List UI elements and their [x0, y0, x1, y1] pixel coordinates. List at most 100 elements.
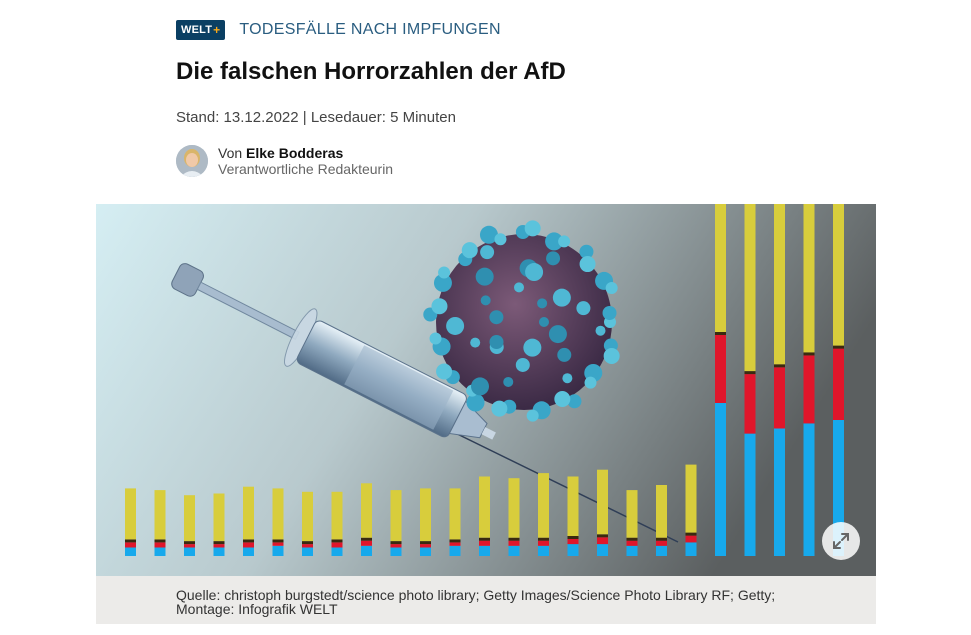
bar-segment-red	[656, 540, 667, 546]
bar-segment-divider	[744, 371, 756, 375]
bar-graphic	[125, 204, 844, 556]
author-name[interactable]: Elke Bodderas	[246, 145, 344, 161]
article-kicker: TODESFÄLLE NACH IMPFUNGEN	[239, 21, 501, 38]
bar-segment-divider	[361, 537, 372, 541]
bar-segment-red	[538, 540, 549, 546]
bar-segment-yellow	[508, 478, 520, 538]
bar-segment-red	[626, 540, 638, 546]
bar-segment-red	[449, 542, 461, 546]
bar-segment-blue	[626, 545, 638, 556]
bar-segment-yellow	[744, 204, 756, 372]
virus-spike	[433, 273, 452, 292]
bar-segment-blue	[390, 547, 402, 556]
bar-segment-yellow	[302, 491, 313, 542]
virus-spike	[526, 409, 539, 422]
virus-spike	[436, 363, 453, 380]
author-avatar[interactable]	[176, 145, 208, 177]
virus-spike	[438, 266, 451, 279]
syringe-graphic	[171, 263, 679, 543]
bar-segment-yellow	[774, 204, 785, 365]
bar-segment-yellow	[479, 476, 490, 538]
virus-spike	[524, 220, 541, 237]
bar-segment-divider	[479, 537, 490, 541]
bar-segment-divider	[803, 352, 815, 356]
bar-segment-yellow	[685, 464, 697, 533]
bar-segment-red	[567, 539, 579, 545]
virus-protein	[470, 337, 481, 348]
bar-segment-divider	[508, 537, 520, 541]
bar-segment-divider	[272, 539, 284, 543]
bar-segment-yellow	[626, 490, 638, 538]
virus-protein	[523, 338, 542, 357]
virus-spike	[605, 282, 618, 295]
bar-segment-red	[744, 374, 756, 434]
hero-image[interactable]	[96, 204, 876, 576]
author-block[interactable]: Von Elke Bodderas Verantwortliche Redakt…	[176, 145, 393, 177]
bar-segment-divider	[154, 539, 166, 543]
bar-segment-blue	[302, 547, 313, 556]
bar-segment-divider	[331, 539, 343, 543]
image-caption: Quelle: christoph burgstedt/science phot…	[96, 576, 876, 624]
badge-plus: +	[213, 23, 221, 37]
bar-segment-blue	[331, 547, 343, 556]
virus-protein	[489, 310, 504, 325]
bar-segment-blue	[597, 544, 608, 556]
author-role: Verantwortliche Redakteurin	[218, 161, 394, 177]
bar-segment-red	[774, 367, 785, 429]
bar-segment-divider	[597, 534, 608, 538]
bar-segment-yellow	[213, 493, 225, 542]
bar-segment-blue	[449, 545, 461, 556]
bar-segment-yellow	[803, 204, 815, 353]
virus-protein	[489, 335, 504, 350]
virus-spike	[461, 242, 478, 259]
virus-protein	[515, 357, 530, 372]
bar-segment-red	[508, 540, 520, 546]
bar-segment-divider	[833, 345, 844, 349]
bar-segment-blue	[420, 547, 431, 556]
bar-segment-divider	[626, 537, 638, 541]
bar-segment-red	[243, 542, 254, 548]
bar-segment-divider	[243, 539, 254, 543]
bar-segment-blue	[125, 547, 136, 556]
bar-segment-yellow	[125, 488, 136, 540]
bar-segment-red	[803, 355, 815, 424]
avatar-portrait	[176, 145, 208, 177]
bar-segment-blue	[833, 420, 844, 556]
virus-spike	[429, 332, 442, 345]
bar-segment-red	[420, 544, 431, 548]
virus-protein	[546, 251, 561, 266]
bar-segment-yellow	[449, 488, 461, 540]
bar-segment-divider	[184, 541, 195, 545]
virus-protein	[480, 295, 491, 306]
bar-segment-blue	[508, 545, 520, 556]
badge-label: WELT	[181, 24, 213, 36]
virus-protein	[480, 245, 495, 260]
bar-segment-yellow	[361, 483, 372, 538]
bar-segment-red	[125, 542, 136, 548]
bar-segment-blue	[361, 545, 372, 556]
bar-segment-red	[390, 544, 402, 548]
virus-protein	[525, 263, 544, 282]
bar-segment-divider	[302, 541, 313, 545]
caption-text: Quelle: christoph burgstedt/science phot…	[176, 587, 776, 617]
kicker-row: WELT + TODESFÄLLE NACH IMPFUNGEN	[176, 20, 501, 40]
bar-segment-blue	[272, 545, 284, 556]
bar-segment-red	[272, 542, 284, 546]
expand-icon	[833, 533, 849, 549]
virus-protein	[595, 325, 606, 336]
virus-spike	[466, 393, 485, 412]
virus-spike	[491, 400, 508, 417]
bar-segment-red	[597, 537, 608, 545]
bar-segment-yellow	[331, 491, 343, 540]
bar-segment-blue	[656, 545, 667, 556]
bar-segment-yellow	[390, 490, 402, 542]
bar-segment-red	[833, 348, 844, 420]
bar-segment-red	[213, 544, 225, 548]
bar-segment-divider	[125, 539, 136, 543]
expand-button[interactable]	[822, 522, 860, 560]
virus-spike	[579, 256, 596, 273]
virus-protein	[548, 325, 567, 344]
virus-spike	[479, 225, 498, 244]
bar-segment-yellow	[538, 473, 549, 538]
bar-segment-blue	[154, 547, 166, 556]
